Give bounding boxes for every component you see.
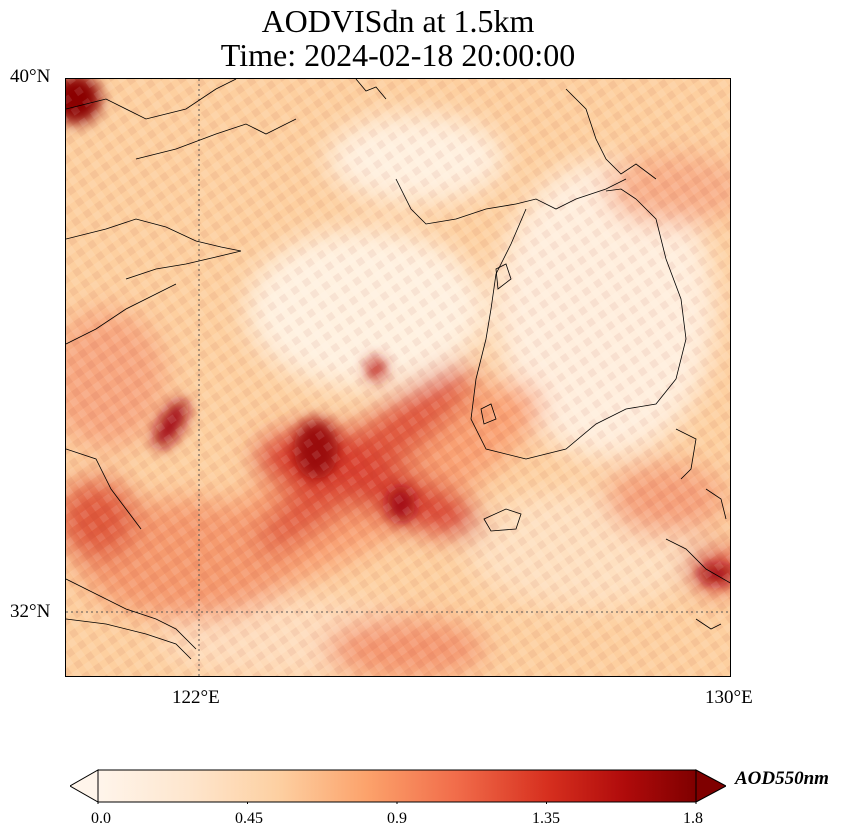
colorbar-label: AOD550nm bbox=[735, 768, 829, 789]
lon-label-122e: 122°E bbox=[172, 687, 220, 708]
colorbar-tick-label: 0.9 bbox=[387, 810, 407, 827]
aod-pixel-texture bbox=[66, 79, 730, 676]
colorbar-max-arrow bbox=[695, 769, 728, 803]
colorbar-tick-label: 1.8 bbox=[683, 810, 703, 827]
map-title: AODVISdn at 1.5km Time: 2024-02-18 20:00… bbox=[65, 4, 731, 72]
coastlines bbox=[66, 79, 730, 660]
colorbar-tick-label: 0.45 bbox=[235, 810, 263, 827]
lat-label-40n: 40°N bbox=[10, 66, 51, 87]
colorbar bbox=[68, 768, 728, 806]
aod-map-svg bbox=[66, 79, 730, 676]
colorbar-min-arrow bbox=[68, 769, 99, 803]
colorbar-svg bbox=[68, 769, 728, 806]
lat-label-32n: 32°N bbox=[10, 601, 51, 622]
colorbar-tick-label: 1.35 bbox=[532, 810, 560, 827]
colorbar-tick-label: 0.0 bbox=[91, 810, 111, 827]
aod-map bbox=[65, 78, 731, 677]
title-time: Time: 2024-02-18 20:00:00 bbox=[220, 37, 576, 73]
lon-label-130e: 130°E bbox=[705, 687, 753, 708]
colorbar-gradient bbox=[98, 770, 696, 802]
title-variable: AODVISdn at 1.5km bbox=[261, 3, 535, 39]
